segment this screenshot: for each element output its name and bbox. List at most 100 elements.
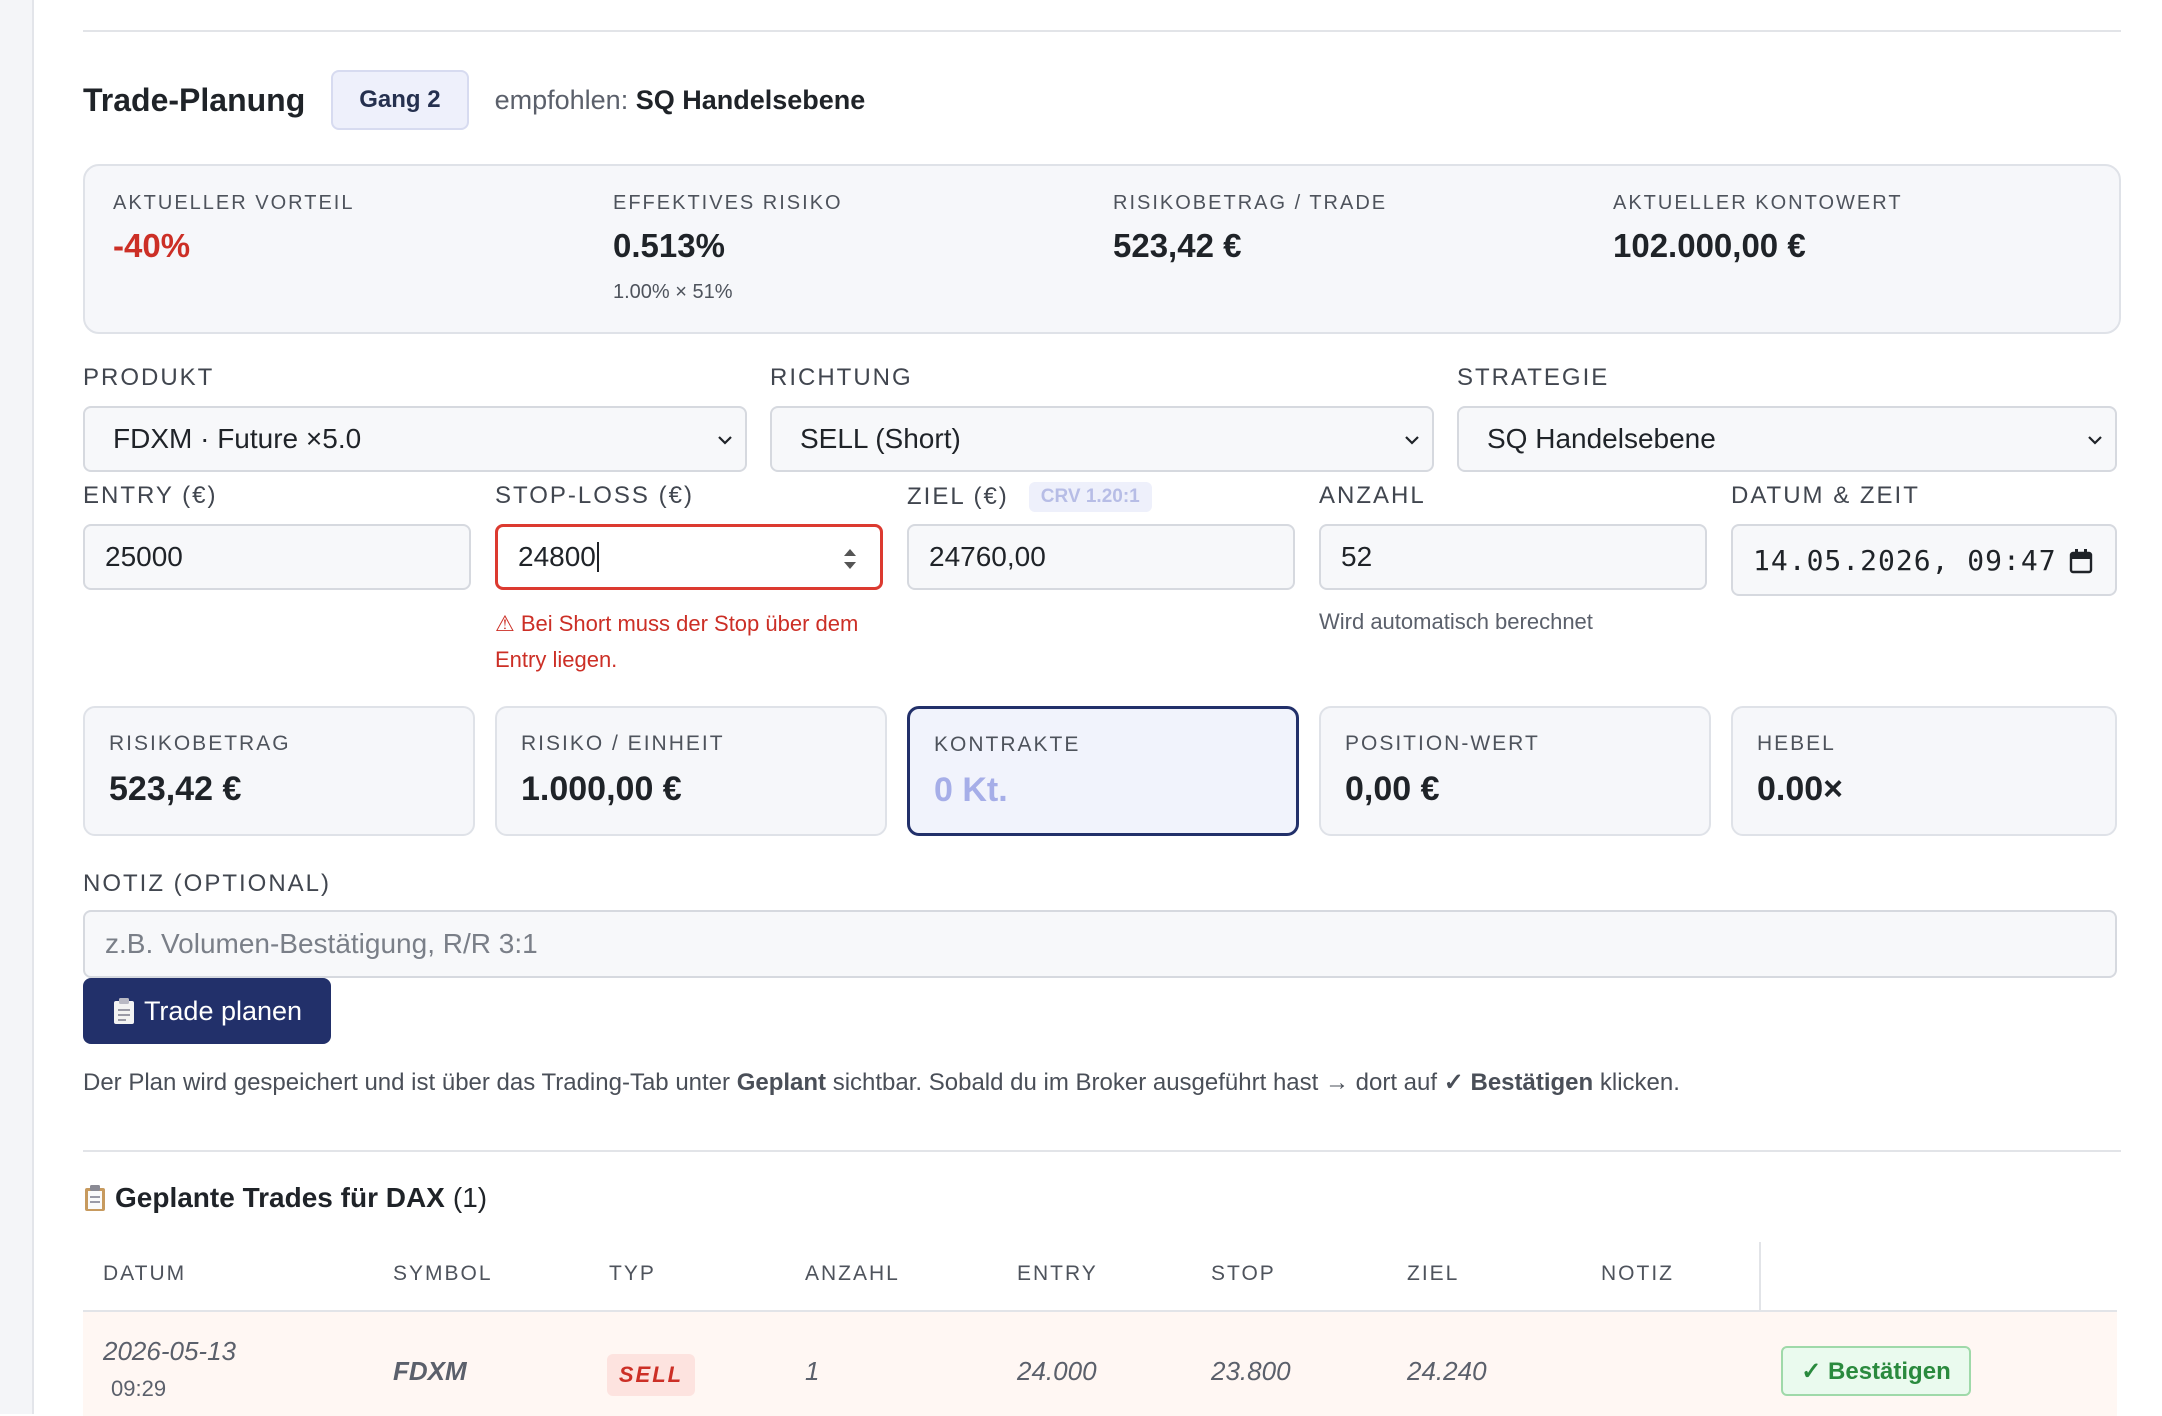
ziel-input[interactable]: 24760,00 [907, 524, 1295, 590]
info-geplant: Geplant [736, 1069, 827, 1096]
col-header-symbol: SYMBOL [393, 1262, 493, 1285]
stop-loss-value: 24800 [518, 541, 596, 572]
stat-value: 0.513% [613, 227, 725, 264]
stat-risk-per-trade: RISIKOBETRAG / TRADE 523,42 € [1113, 192, 1387, 265]
plan-trade-button[interactable]: Trade planen [83, 978, 331, 1044]
plan-info-text: Der Plan wird gespeichert und ist über d… [83, 1068, 1680, 1097]
ziel-value: 24760,00 [929, 541, 1046, 572]
confirm-button[interactable]: ✓ Bestätigen [1781, 1346, 1971, 1396]
entry-value: 25000 [105, 541, 183, 572]
clipboard-icon [85, 1185, 105, 1211]
richtung-label: RICHTUNG [770, 364, 913, 391]
stat-subtext: 1.00% × 51% [613, 281, 733, 303]
stat-label: EFFEKTIVES RISIKO [613, 192, 843, 214]
stat-effective-risk: EFFEKTIVES RISIKO 0.513% 1.00% × 51% [613, 192, 843, 304]
top-divider [83, 30, 2121, 32]
entry-label: ENTRY (€) [83, 482, 218, 509]
calc-value: 0,00 € [1345, 770, 1440, 808]
calc-value: 0 Kt. [934, 771, 1008, 809]
stat-label: RISIKOBETRAG / TRADE [1113, 192, 1388, 214]
number-stepper-icon[interactable] [842, 545, 858, 573]
stat-current-edge: AKTUELLER VORTEIL -40% [113, 192, 354, 265]
anzahl-hint: Wird automatisch berechnet [1319, 609, 1593, 634]
calc-label: HEBEL [1757, 732, 1836, 755]
planned-trades-title: Geplante Trades für DAX (1) [83, 1182, 487, 1214]
stat-value: 102.000,00 € [1613, 227, 1806, 264]
stop-loss-label: STOP-LOSS (€) [495, 482, 694, 509]
row-type-badge: SELL [607, 1354, 695, 1396]
calc-label: RISIKOBETRAG [109, 732, 291, 755]
row-date: 2026-05-13 [103, 1336, 236, 1366]
recommended-value: SQ Handelsebene [635, 84, 866, 115]
strategie-value: SQ Handelsebene [1487, 423, 1716, 454]
calc-value: 0.00× [1757, 770, 1844, 808]
col-header-anzahl: ANZAHL [805, 1262, 900, 1285]
col-header-stop: STOP [1211, 1262, 1276, 1285]
info-text-part: sichtbar. Sobald du im Broker ausgeführt… [826, 1069, 1444, 1096]
calc-risk-amount: RISIKOBETRAG 523,42 € [83, 706, 475, 836]
produkt-select[interactable]: FDXM · Future ×5.0 [83, 406, 747, 472]
note-input[interactable] [83, 910, 2117, 978]
stat-value: -40% [113, 227, 191, 264]
risk-summary-box: AKTUELLER VORTEIL -40% EFFEKTIVES RISIKO… [83, 164, 2121, 334]
col-header-ziel: ZIEL [1407, 1262, 1460, 1285]
ziel-label: ZIEL (€) [907, 483, 1009, 510]
chevron-down-icon [718, 436, 732, 445]
anzahl-input[interactable]: 52 [1319, 524, 1707, 590]
produkt-label: PRODUKT [83, 364, 215, 391]
richtung-value: SELL (Short) [800, 423, 961, 454]
datetime-value: 14.05.2026, 09:47 [1753, 543, 2057, 577]
strategie-select[interactable]: SQ Handelsebene [1457, 406, 2117, 472]
calc-label: KONTRAKTE [934, 733, 1081, 756]
entry-input[interactable]: 25000 [83, 524, 471, 590]
crv-badge: CRV 1.20:1 [1028, 482, 1152, 512]
left-sidebar-edge [0, 0, 34, 1414]
stop-loss-input[interactable]: 24800 [495, 524, 883, 590]
planned-trades-heading: Geplante Trades für DAX [115, 1182, 445, 1213]
row-ziel: 24.240 [1407, 1356, 1487, 1386]
text-cursor [596, 542, 599, 572]
chevron-down-icon [2088, 436, 2102, 445]
produkt-value: FDXM · Future ×5.0 [113, 423, 362, 454]
stat-value: 523,42 € [1113, 227, 1242, 264]
stop-loss-error: ⚠ Bei Short muss der Stop über dem Entry… [495, 611, 859, 672]
ziel-label-row: ZIEL (€) CRV 1.20:1 [907, 482, 1152, 512]
row-anzahl: 1 [805, 1356, 820, 1386]
info-bestaetigen: ✓ Bestätigen [1443, 1069, 1594, 1096]
row-stop: 23.800 [1211, 1356, 1291, 1386]
calc-position-value: POSITION-WERT 0,00 € [1319, 706, 1711, 836]
section-divider [83, 1150, 2121, 1152]
richtung-select[interactable]: SELL (Short) [770, 406, 1434, 472]
panel-header: Trade-Planung Gang 2 empfohlen: SQ Hande… [83, 70, 865, 130]
stat-account-value: AKTUELLER KONTOWERT 102.000,00 € [1613, 192, 1903, 265]
clipboard-icon [113, 998, 134, 1024]
anzahl-label: ANZAHL [1319, 482, 1426, 509]
recommended-strategy: empfohlen: SQ Handelsebene [495, 85, 866, 116]
datum-label: DATUM & ZEIT [1731, 482, 1920, 509]
strategie-label: STRATEGIE [1457, 364, 1610, 391]
gang-badge: Gang 2 [331, 70, 469, 130]
calendar-icon[interactable] [2069, 548, 2093, 574]
row-symbol: FDXM [393, 1356, 467, 1386]
col-header-notiz: NOTIZ [1601, 1262, 1674, 1285]
calc-contracts: KONTRAKTE 0 Kt. [907, 706, 1299, 836]
table-row: 2026-05-13 09:29 FDXM SELL 1 24.000 23.8… [83, 1310, 2117, 1416]
chevron-down-icon [1405, 436, 1419, 445]
plan-trade-label: Trade planen [143, 995, 303, 1026]
calc-value: 523,42 € [109, 770, 242, 808]
calc-value: 1.000,00 € [521, 770, 682, 808]
row-time: 09:29 [111, 1376, 167, 1401]
stat-label: AKTUELLER KONTOWERT [1613, 192, 1903, 214]
stat-label: AKTUELLER VORTEIL [113, 192, 355, 214]
info-text-part: klicken. [1593, 1069, 1680, 1096]
page-title: Trade-Planung [83, 81, 306, 118]
calc-label: RISIKO / EINHEIT [521, 732, 725, 755]
trade-planning-panel: Trade-Planung Gang 2 empfohlen: SQ Hande… [83, 0, 2121, 1416]
calc-risk-per-unit: RISIKO / EINHEIT 1.000,00 € [495, 706, 887, 836]
calc-leverage: HEBEL 0.00× [1731, 706, 2117, 836]
datetime-input[interactable]: 14.05.2026, 09:47 [1731, 524, 2117, 596]
col-header-typ: TYP [609, 1262, 656, 1285]
info-text-part: Der Plan wird gespeichert und ist über d… [83, 1069, 737, 1096]
planned-trades-count: (1) [452, 1182, 488, 1213]
col-header-datum: DATUM [103, 1262, 187, 1285]
